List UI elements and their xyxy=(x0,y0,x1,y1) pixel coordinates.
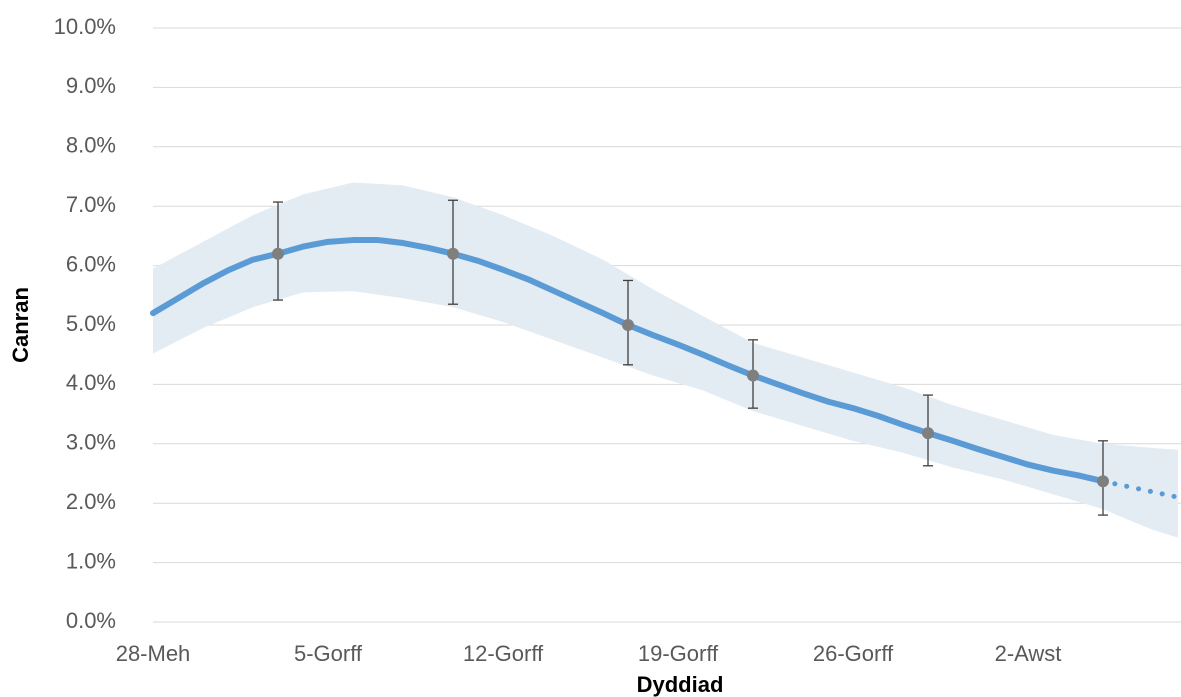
y-tick-label: 5.0% xyxy=(66,311,116,336)
y-tick-label: 2.0% xyxy=(66,489,116,514)
y-tick-label: 3.0% xyxy=(66,430,116,455)
y-tick-label: 7.0% xyxy=(66,192,116,217)
x-tick-label: 26-Gorff xyxy=(813,641,894,666)
y-tick-label: 6.0% xyxy=(66,251,116,276)
y-axis-title: Canran xyxy=(8,287,33,363)
data-point xyxy=(922,427,934,440)
y-tick-label: 10.0% xyxy=(54,14,116,39)
y-tick-label: 8.0% xyxy=(66,133,116,158)
x-tick-label: 28-Meh xyxy=(116,641,191,666)
confidence-band xyxy=(153,182,1178,538)
y-tick-label: 0.0% xyxy=(66,608,116,633)
data-point xyxy=(622,319,634,331)
y-tick-label: 1.0% xyxy=(66,548,116,573)
data-point xyxy=(1097,475,1109,488)
series-line xyxy=(1100,478,1181,500)
x-tick-label: 12-Gorff xyxy=(463,641,544,666)
x-tick-label: 2-Awst xyxy=(995,641,1062,666)
y-tick-label: 9.0% xyxy=(66,73,116,98)
data-point xyxy=(447,247,459,260)
x-axis-title: Dyddiad xyxy=(637,672,724,697)
data-point xyxy=(272,247,284,260)
x-tick-label: 5-Gorff xyxy=(294,641,363,666)
y-tick-label: 4.0% xyxy=(66,370,116,395)
x-tick-label: 19-Gorff xyxy=(638,641,719,666)
data-point xyxy=(747,369,759,382)
